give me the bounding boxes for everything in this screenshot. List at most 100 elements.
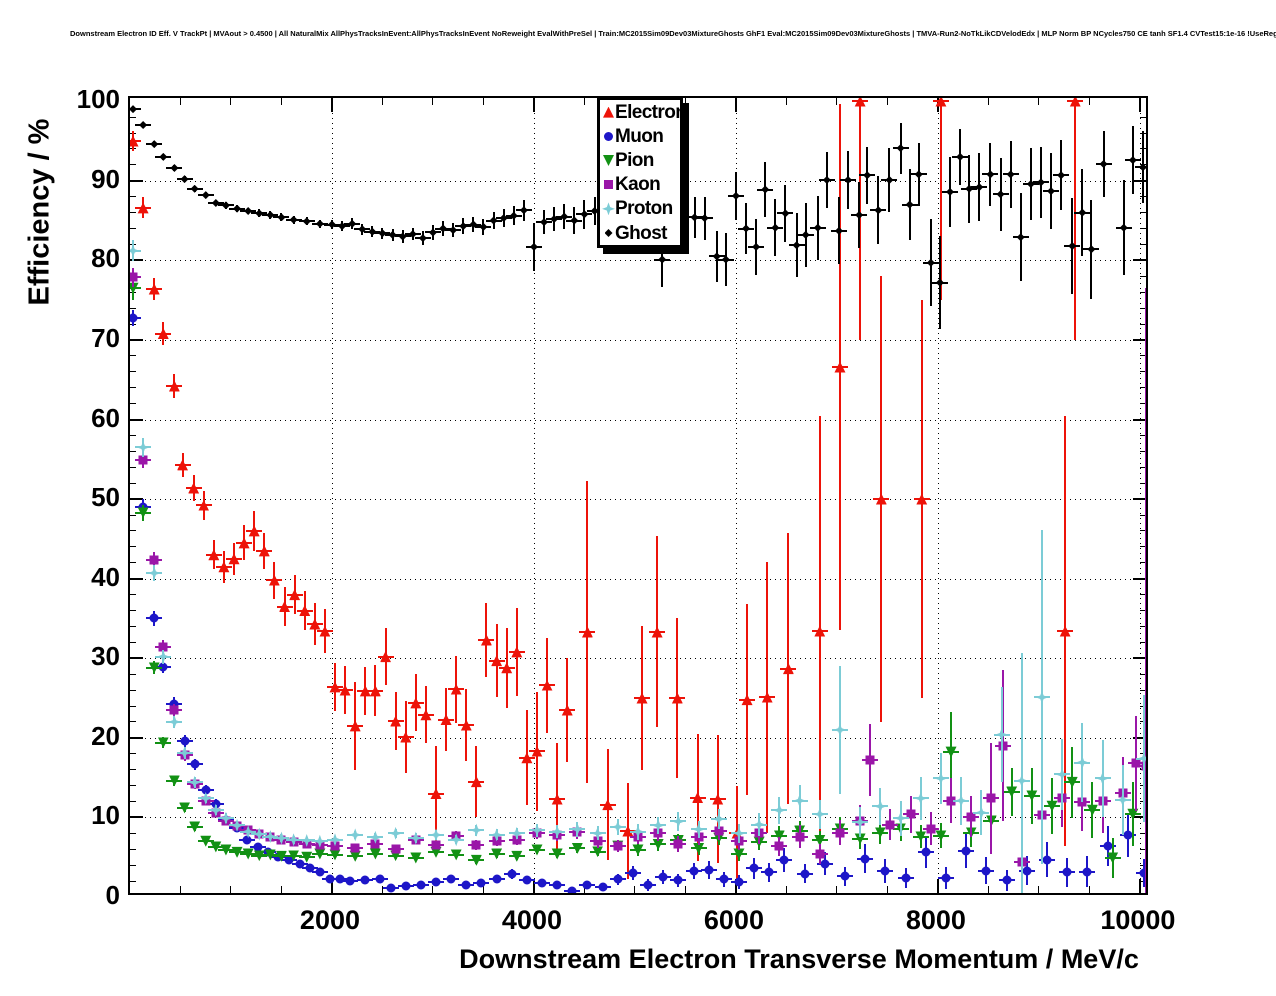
data-point-ghost <box>159 152 168 161</box>
data-point-muon <box>416 880 426 890</box>
data-point-ghost <box>266 210 275 219</box>
x-axis-tick <box>532 98 535 112</box>
x-axis-tick <box>432 98 434 105</box>
data-point-kaon <box>986 793 996 803</box>
data-point-ghost <box>255 209 264 218</box>
y-axis-tick <box>130 641 136 643</box>
data-point-ghost <box>1099 160 1108 169</box>
data-point-muon <box>921 847 931 857</box>
y-axis-title: Efficiency / % <box>23 118 56 306</box>
data-point-electron <box>671 692 683 704</box>
kaon-marker-icon <box>602 180 615 190</box>
data-point-ghost <box>1068 242 1077 251</box>
x-axis-tick <box>482 98 484 105</box>
legend-entry-ghost: Ghost <box>600 221 680 245</box>
data-point-pion <box>1046 800 1058 812</box>
data-point-ghost <box>658 255 667 264</box>
data-point-ghost <box>388 230 397 239</box>
data-point-ghost <box>327 220 336 229</box>
data-point-electron <box>279 601 290 613</box>
data-point-electron <box>551 793 563 805</box>
data-point-pion <box>470 854 482 866</box>
y-axis-tick <box>130 689 136 691</box>
y-axis-tick <box>130 673 136 675</box>
data-point-electron <box>137 202 149 214</box>
data-point-ghost <box>956 152 965 161</box>
data-point-electron <box>561 704 573 716</box>
data-point-electron <box>782 663 794 675</box>
data-point-muon <box>749 863 759 873</box>
x-axis-tick <box>280 98 282 105</box>
proton-marker-icon <box>602 202 615 216</box>
data-point-muon <box>492 874 502 884</box>
x-tick-label: 8000 <box>905 905 966 935</box>
data-point-ghost <box>986 170 995 179</box>
y-axis-tick <box>1133 338 1146 341</box>
y-axis-tick <box>130 736 143 739</box>
data-point-ghost <box>1057 171 1066 180</box>
y-tick-label: 100 <box>76 84 120 115</box>
data-point-electron <box>636 692 648 704</box>
data-point-proton <box>147 566 161 580</box>
data-point-pion <box>253 850 265 862</box>
y-axis-tick <box>1140 482 1146 484</box>
data-point-electron <box>712 793 724 805</box>
x-axis-tick <box>381 98 383 105</box>
data-point-pion <box>814 834 826 846</box>
data-point-electron <box>299 605 311 616</box>
data-point-electron <box>258 545 270 557</box>
y-axis-tick <box>1140 307 1146 309</box>
y-axis-tick <box>1140 466 1146 468</box>
data-point-ghost <box>150 140 159 149</box>
data-point-muon <box>507 869 517 879</box>
data-point-proton <box>389 826 403 840</box>
y-axis-tick <box>1140 434 1146 436</box>
data-point-electron <box>581 626 593 638</box>
data-point-muon <box>305 863 315 873</box>
data-point-pion <box>200 835 212 847</box>
data-point-muon <box>386 883 396 893</box>
data-point-ghost <box>408 230 417 239</box>
y-axis-tick <box>130 530 136 532</box>
data-point-muon <box>522 875 532 885</box>
data-point-kaon <box>471 840 481 850</box>
data-point-electron <box>218 561 230 573</box>
data-point-electron <box>329 681 341 693</box>
data-point-muon <box>1103 841 1113 851</box>
data-point-electron <box>935 98 947 107</box>
x-axis-tick <box>785 98 787 105</box>
data-point-pion <box>220 844 232 856</box>
plot-header-title: Downstream Electron ID Eff. V TrackPt | … <box>70 29 1276 38</box>
data-point-pion <box>874 827 886 839</box>
data-point-ghost <box>965 184 974 193</box>
data-point-pion <box>511 850 523 862</box>
y-tick-label: 70 <box>91 322 120 353</box>
data-point-ghost <box>996 190 1005 199</box>
data-point-ghost <box>358 225 367 234</box>
data-point-ghost <box>690 213 699 222</box>
data-point-muon <box>375 874 385 884</box>
y-axis-tick <box>130 864 136 866</box>
x-axis-tick <box>230 98 232 105</box>
data-point-electron <box>622 825 634 837</box>
data-point-muon <box>1022 866 1032 876</box>
data-point-muon <box>1062 867 1072 877</box>
y-axis-tick <box>130 785 136 787</box>
error-bar-electron <box>1074 98 1077 340</box>
gridline-vertical <box>937 98 939 893</box>
data-point-ghost <box>1138 163 1146 172</box>
data-point-ghost <box>590 207 599 215</box>
data-point-ghost <box>885 175 894 184</box>
y-tick-label: 90 <box>91 163 120 194</box>
y-axis-tick <box>1140 848 1146 850</box>
data-point-electron <box>521 752 533 764</box>
data-point-muon <box>180 736 190 746</box>
data-point-muon <box>704 865 714 875</box>
y-axis-tick <box>1140 450 1146 452</box>
data-point-electron <box>511 646 523 658</box>
data-point-electron <box>420 709 432 721</box>
data-point-ghost <box>519 206 528 215</box>
data-point-kaon <box>138 455 148 465</box>
data-point-muon <box>1082 867 1092 877</box>
data-point-muon <box>628 868 638 878</box>
